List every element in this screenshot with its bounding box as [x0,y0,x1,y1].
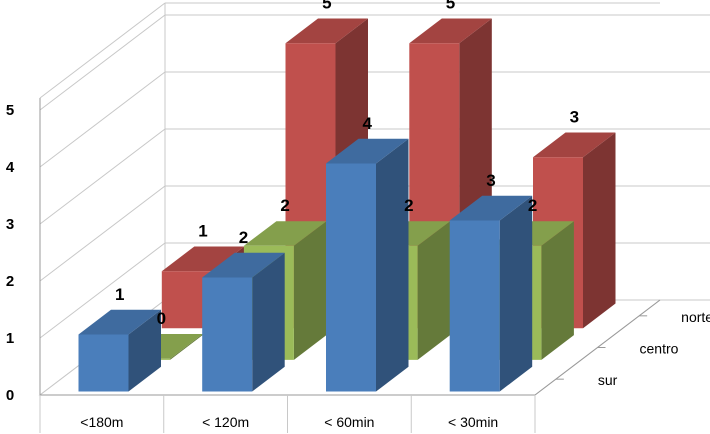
data-label-norte: 3 [570,108,579,127]
bar-sur [78,334,129,392]
bar-top-norte [161,246,245,272]
bar-norte [161,271,212,329]
bar-side-centro [170,334,203,360]
bar-sur [326,163,376,392]
data-label-norte: 5 [322,0,331,13]
bar-side-sur [128,309,161,392]
category-label: <180m [80,414,123,430]
data-label-centro: 2 [280,196,289,215]
y-tick-label: 0 [6,387,14,404]
bar-side-centro [541,221,574,360]
side-wall [40,3,165,395]
y-tick-label: 5 [6,102,14,119]
data-label-centro: 0 [157,309,166,328]
side-wall-top-edge [39,2,166,99]
bar-top-sur [202,252,285,278]
category-label: < 60min [324,414,374,430]
y-tick-label: 2 [6,273,14,290]
data-label-sur: 2 [239,228,248,247]
bar-top-sur [449,195,533,221]
data-label-centro: 2 [528,196,537,215]
bar-top-norte [409,18,492,44]
data-label-sur: 4 [362,114,372,133]
bar-side-sur [499,195,533,392]
bar-side-sur [376,138,409,392]
category-label: < 30min [448,414,498,430]
data-label-norte: 1 [198,222,207,241]
series-label: centro [640,341,679,357]
bar-sur [449,220,500,392]
bar-sur [202,277,253,392]
bar-side-norte [583,132,616,329]
series-label: norte [681,309,710,325]
series-label: sur [598,372,618,388]
bar-top-centro [243,221,327,246]
data-label-centro: 2 [404,196,413,215]
bar-side-centro [293,221,327,360]
data-label-sur: 3 [486,171,495,190]
data-label-sur: 1 [115,285,124,304]
data-label-norte: 5 [446,0,455,13]
bar-top-sur [326,138,409,164]
y-tick-label: 3 [6,216,14,233]
bar-top-sur [78,309,161,335]
bar-top-norte [285,18,368,44]
bar-side-centro [417,221,451,360]
category-label: < 120m [202,414,249,430]
y-tick-label: 1 [6,330,14,347]
bar-side-sur [252,252,285,392]
y-tick-label: 4 [6,159,15,176]
bar-top-norte [533,132,616,158]
